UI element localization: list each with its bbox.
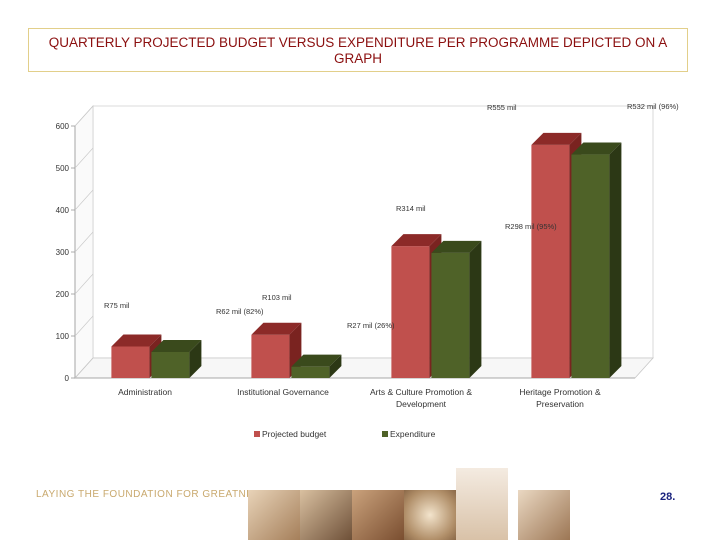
y-tick-label: 600 xyxy=(56,122,70,131)
photo-drum-icon xyxy=(352,490,404,540)
slide-title: QUARTERLY PROJECTED BUDGET VERSUS EXPEND… xyxy=(48,35,668,66)
photo-ballet-icon xyxy=(456,468,508,540)
bar-projected xyxy=(251,334,290,378)
x-category-label: Preservation xyxy=(536,399,584,409)
bar-expenditure-top xyxy=(431,240,482,253)
y-tick-diagonal xyxy=(74,105,94,127)
footer-photo-strip xyxy=(248,468,570,540)
data-label-expenditure: R27 mil (26%) xyxy=(347,321,395,330)
photo-dancers-icon xyxy=(300,490,352,540)
photo-beadwork-icon xyxy=(404,490,456,540)
photo-saxophone-icon xyxy=(518,490,570,540)
data-label-expenditure: R298 mil (95%) xyxy=(505,222,557,231)
data-label-expenditure: R62 mil (82%) xyxy=(216,307,264,316)
bar-projected-top xyxy=(251,322,302,335)
bar-expenditure xyxy=(151,351,190,378)
data-label-projected: R103 mil xyxy=(262,293,292,302)
x-category-label: Development xyxy=(396,399,447,409)
x-category-label: Arts & Culture Promotion & xyxy=(370,387,472,397)
y-tick-label: 200 xyxy=(56,290,70,299)
bar-expenditure-side xyxy=(329,354,342,378)
y-tick-label: 100 xyxy=(56,332,70,341)
y-tick-label: 400 xyxy=(56,206,70,215)
bar-expenditure-top xyxy=(151,339,202,352)
bar-expenditure-side xyxy=(469,240,482,378)
bar-expenditure-side xyxy=(189,339,202,378)
x-category-label: Heritage Promotion & xyxy=(519,387,601,397)
legend-label-projected: Projected budget xyxy=(262,429,327,439)
y-tick-label: 0 xyxy=(65,374,70,383)
bar-projected-top xyxy=(111,334,162,347)
data-label-projected: R75 mil xyxy=(104,301,130,310)
data-label-projected: R314 mil xyxy=(396,204,426,213)
bar-chart: 0 100 200 300 400 500 600 R75 mil R103 mil R314 m… xyxy=(56,102,680,439)
bar-expenditure xyxy=(431,252,470,378)
y-tick-diagonal xyxy=(74,231,94,253)
title-box: QUARTERLY PROJECTED BUDGET VERSUS EXPEND… xyxy=(28,28,688,72)
bar-expenditure xyxy=(291,366,330,378)
page-number: 28. xyxy=(660,491,676,503)
bar-projected-top xyxy=(531,132,582,145)
bar-expenditure xyxy=(571,154,610,378)
y-tick-diagonal xyxy=(74,315,94,337)
bar-projected xyxy=(531,144,570,378)
y-tick-diagonal xyxy=(74,147,94,169)
bar-projected xyxy=(391,246,430,378)
data-label-projected: R555 mil xyxy=(487,103,517,112)
x-category-label: Administration xyxy=(118,387,172,397)
bar-expenditure-side xyxy=(609,142,622,378)
legend-swatch-expenditure xyxy=(382,431,388,437)
y-tick-label: 300 xyxy=(56,248,70,257)
x-category-label: Institutional Governance xyxy=(237,387,329,397)
y-tick-diagonal xyxy=(74,189,94,211)
data-label-expenditure: R532 mil (96%) xyxy=(627,102,679,111)
legend-label-expenditure: Expenditure xyxy=(390,429,436,439)
y-tick-diagonal xyxy=(74,273,94,295)
y-tick-label: 500 xyxy=(56,164,70,173)
footer-tagline: LAYING THE FOUNDATION FOR GREATNESS xyxy=(36,489,268,500)
bar-expenditure-top xyxy=(571,142,622,155)
y-tick-diagonal xyxy=(74,357,94,379)
photo-hands-icon xyxy=(248,490,300,540)
bar-expenditure-top xyxy=(291,354,342,367)
bar-projected xyxy=(111,346,150,378)
bar-projected-top xyxy=(391,234,442,247)
legend-swatch-projected xyxy=(254,431,260,437)
